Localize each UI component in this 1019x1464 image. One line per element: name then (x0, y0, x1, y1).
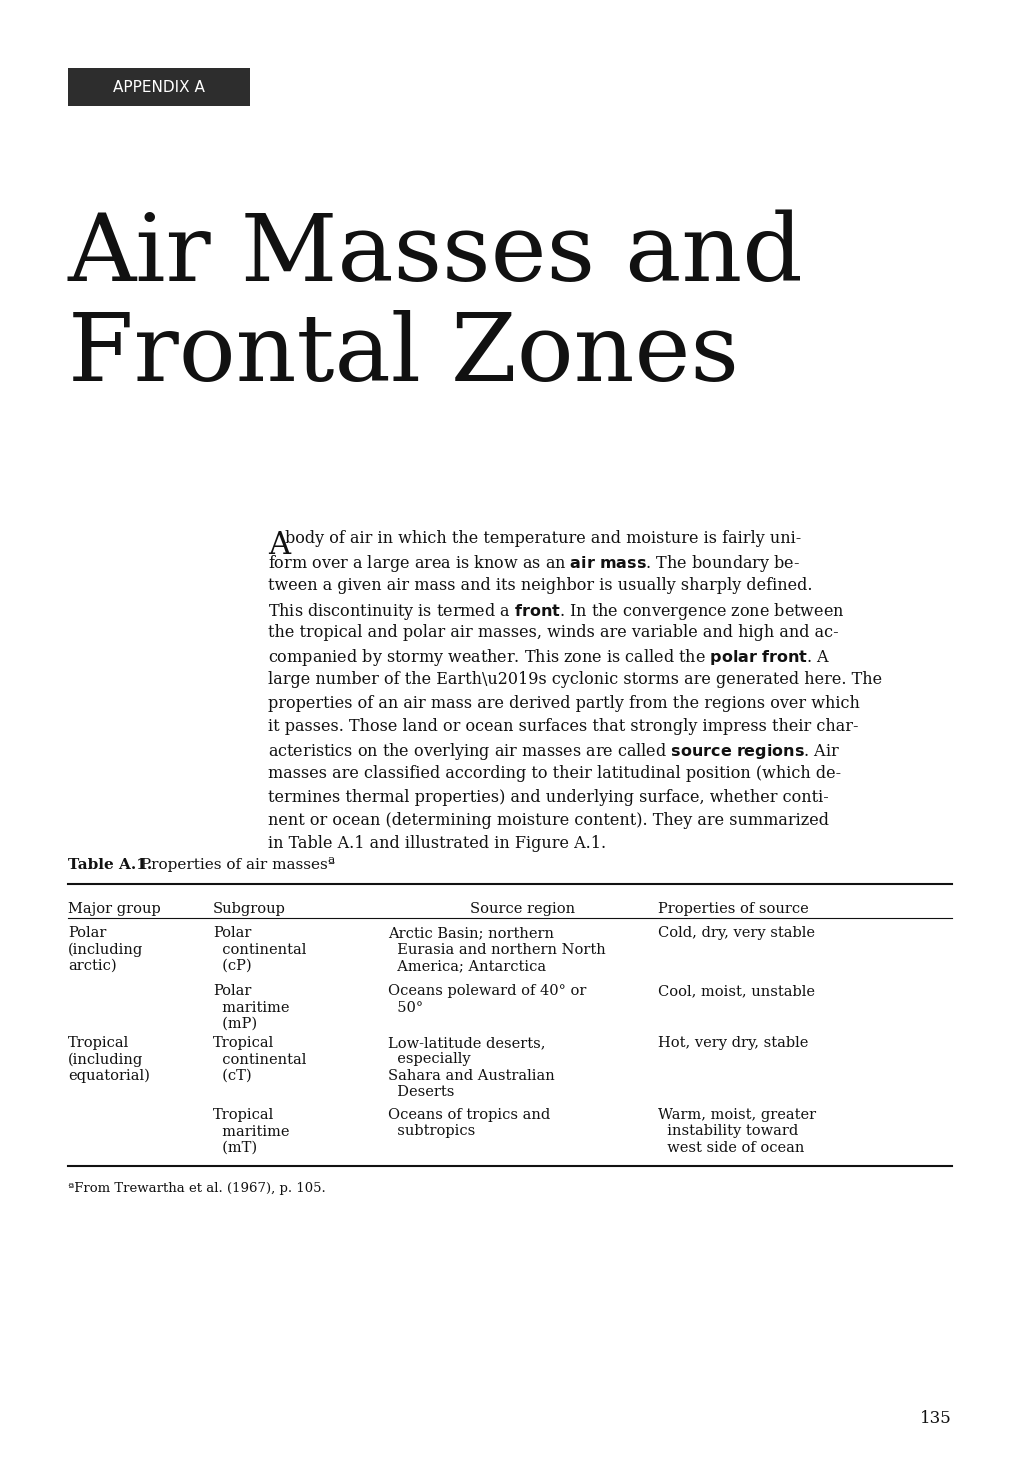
Text: APPENDIX A: APPENDIX A (113, 79, 205, 95)
Text: form over a large area is know as an $\bf{air\ mass}$. The boundary be-: form over a large area is know as an $\b… (268, 553, 799, 574)
Text: large number of the Earth\u2019s cyclonic storms are generated here. The: large number of the Earth\u2019s cycloni… (268, 671, 881, 688)
Text: properties of an air mass are derived partly from the regions over which: properties of an air mass are derived pa… (268, 694, 859, 712)
Text: Sahara and Australian: Sahara and Australian (387, 1069, 554, 1083)
Text: Eurasia and northern North: Eurasia and northern North (387, 943, 605, 956)
Text: Low-latitude deserts,: Low-latitude deserts, (387, 1037, 545, 1050)
Text: 135: 135 (919, 1410, 951, 1427)
Text: body of air in which the temperature and moisture is fairly uni-: body of air in which the temperature and… (284, 530, 801, 548)
Text: (cT): (cT) (213, 1069, 252, 1083)
Text: companied by stormy weather. This zone is called the $\bf{polar\ front}$. A: companied by stormy weather. This zone i… (268, 647, 829, 669)
Text: 50°: 50° (387, 1000, 423, 1015)
Text: especially: especially (387, 1053, 470, 1066)
Text: Air Masses and: Air Masses and (68, 209, 803, 300)
Text: maritime: maritime (213, 1000, 289, 1015)
Text: tween a given air mass and its neighbor is usually sharply defined.: tween a given air mass and its neighbor … (268, 577, 812, 594)
Text: nent or ocean (determining moisture content). They are summarized: nent or ocean (determining moisture cont… (268, 813, 828, 829)
Text: Properties of air massesª: Properties of air massesª (136, 856, 334, 873)
Text: masses are classified according to their latitudinal position (which de-: masses are classified according to their… (268, 766, 841, 782)
Text: This discontinuity is termed a $\bf{front}$. In the convergence zone between: This discontinuity is termed a $\bf{fron… (268, 600, 844, 622)
FancyBboxPatch shape (68, 67, 250, 105)
Text: (mT): (mT) (213, 1140, 257, 1155)
Text: subtropics: subtropics (387, 1124, 475, 1139)
Text: instability toward: instability toward (657, 1124, 798, 1139)
Text: (cP): (cP) (213, 959, 252, 974)
Text: (mP): (mP) (213, 1017, 257, 1031)
Text: (including: (including (68, 1053, 143, 1067)
Text: Subgroup: Subgroup (213, 902, 285, 916)
Text: termines thermal properties) and underlying surface, whether conti-: termines thermal properties) and underly… (268, 789, 828, 805)
Text: Major group: Major group (68, 902, 161, 916)
Text: Hot, very dry, stable: Hot, very dry, stable (657, 1037, 808, 1050)
Text: Cold, dry, very stable: Cold, dry, very stable (657, 927, 814, 940)
Text: it passes. Those land or ocean surfaces that strongly impress their char-: it passes. Those land or ocean surfaces … (268, 717, 858, 735)
Text: Deserts: Deserts (387, 1085, 453, 1099)
Text: Table A.1.: Table A.1. (68, 858, 152, 873)
Text: Source region: Source region (470, 902, 575, 916)
Text: Arctic Basin; northern: Arctic Basin; northern (387, 927, 553, 940)
Text: west side of ocean: west side of ocean (657, 1140, 804, 1155)
Text: Frontal Zones: Frontal Zones (68, 310, 739, 400)
Text: (including: (including (68, 943, 143, 957)
Text: Polar: Polar (68, 927, 106, 940)
Text: Polar: Polar (213, 984, 251, 998)
Text: the tropical and polar air masses, winds are variable and high and ac-: the tropical and polar air masses, winds… (268, 624, 838, 641)
Text: acteristics on the overlying air masses are called $\bf{source\ regions}$. Air: acteristics on the overlying air masses … (268, 741, 840, 763)
Text: Oceans of tropics and: Oceans of tropics and (387, 1108, 549, 1121)
Text: maritime: maritime (213, 1124, 289, 1139)
Text: Oceans poleward of 40° or: Oceans poleward of 40° or (387, 984, 586, 998)
Text: arctic): arctic) (68, 959, 116, 974)
Text: in Table A.1 and illustrated in Figure A.1.: in Table A.1 and illustrated in Figure A… (268, 836, 605, 852)
Text: continental: continental (213, 1053, 306, 1066)
Text: equatorial): equatorial) (68, 1069, 150, 1083)
Text: continental: continental (213, 943, 306, 956)
Text: America; Antarctica: America; Antarctica (387, 959, 545, 974)
Text: Warm, moist, greater: Warm, moist, greater (657, 1108, 815, 1121)
Text: Tropical: Tropical (213, 1037, 274, 1050)
Text: Tropical: Tropical (68, 1037, 129, 1050)
Text: ªFrom Trewartha et al. (1967), p. 105.: ªFrom Trewartha et al. (1967), p. 105. (68, 1181, 325, 1195)
Text: Cool, moist, unstable: Cool, moist, unstable (657, 984, 814, 998)
Text: Tropical: Tropical (213, 1108, 274, 1121)
Text: Polar: Polar (213, 927, 251, 940)
Text: Properties of source: Properties of source (657, 902, 808, 916)
Text: A: A (268, 530, 289, 561)
